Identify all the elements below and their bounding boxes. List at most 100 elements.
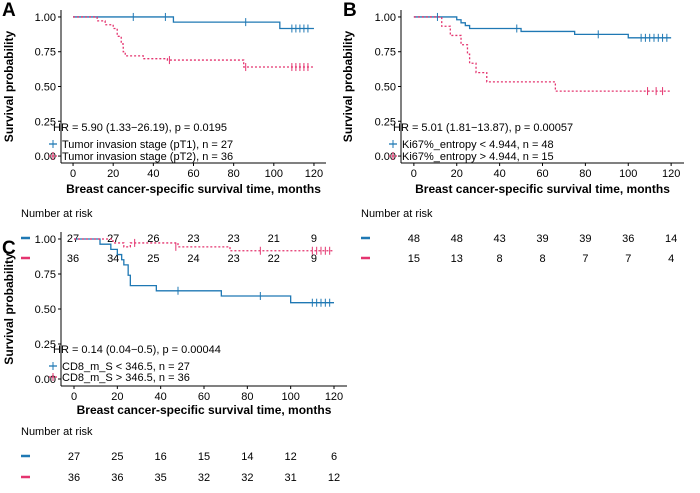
risk-table-title: Number at risk: [21, 208, 93, 220]
y-tick-label: 0.25: [35, 116, 56, 128]
y-tick-label: 0.25: [35, 339, 56, 351]
risk-count: 34: [107, 253, 119, 265]
risk-count: 15: [408, 253, 420, 265]
legend-label: Ki67%_entropy > 4.944, n = 15: [402, 151, 554, 163]
risk-table-title: Number at risk: [361, 208, 433, 220]
y-tick-label: 0.50: [35, 82, 56, 94]
x-tick-label: 120: [325, 391, 343, 403]
x-tick-label: 0: [71, 391, 77, 403]
y-tick-label: 0.00: [375, 151, 396, 163]
panel-label: C: [2, 238, 16, 259]
risk-count: 36: [67, 253, 79, 265]
panel-b: B 0.00 0.25 0.50 0.75 1.00 0 20 40 60 80 100 120 Surv…: [341, 0, 684, 265]
x-tick-label: 100: [281, 391, 299, 403]
x-tick-label: 120: [662, 168, 680, 180]
survival-curve-2: [74, 238, 334, 252]
y-axis-title: Survival probability: [341, 30, 355, 142]
legend-label: CD8_m_S > 346.5, n = 36: [62, 372, 190, 384]
survival-curve-1: [73, 16, 314, 30]
x-tick-label: 40: [493, 168, 505, 180]
y-tick-label: 0.75: [35, 269, 56, 281]
y-axis-title: Survival probability: [2, 253, 16, 365]
legend-label: Tumor invasion stage (pT2), n = 36: [62, 151, 233, 163]
panel-c: C0.000.250.500.751.000 20 40 60 80 100 120Surv…: [2, 232, 347, 484]
x-tick-label: 20: [111, 391, 123, 403]
risk-count: 6: [331, 451, 337, 463]
panel-label: B: [343, 0, 357, 21]
risk-count: 9: [311, 253, 317, 265]
y-tick-label: 1.00: [35, 12, 56, 24]
y-tick-label: 1.00: [375, 12, 396, 24]
risk-count: 31: [285, 472, 297, 484]
survival-curve-2: [73, 16, 314, 68]
x-tick-label: 0: [411, 168, 417, 180]
risk-count: 7: [625, 253, 631, 265]
y-tick-label: 0.75: [35, 47, 56, 59]
risk-count: 15: [198, 451, 210, 463]
risk-count: 25: [147, 253, 159, 265]
risk-count: 7: [582, 253, 588, 265]
y-tick-label: 0.25: [375, 116, 396, 128]
y-axis-title: Survival probability: [2, 30, 16, 142]
x-tick-label: 60: [536, 168, 548, 180]
risk-count: 43: [493, 233, 505, 245]
hazard-ratio-annotation: HR = 0.14 (0.04−0.5), p = 0.00044: [53, 344, 221, 356]
risk-count: 8: [497, 253, 503, 265]
risk-count: 9: [311, 233, 317, 245]
risk-count: 8: [539, 253, 545, 265]
survival-curve-1: [74, 238, 334, 304]
panel-a: A 0.00 0.25 0.50 0.75 1.00 0 20 40 60 80 100 120 Surv…: [2, 0, 326, 265]
legend-label: Ki67%_entropy < 4.944, n = 48: [402, 139, 554, 151]
risk-count: 23: [187, 233, 199, 245]
risk-count: 27: [107, 233, 119, 245]
legend-label: Tumor invasion stage (pT1), n = 27: [62, 139, 233, 151]
risk-count: 14: [241, 451, 253, 463]
risk-count: 39: [536, 233, 548, 245]
risk-count: 13: [451, 253, 463, 265]
risk-count: 32: [241, 472, 253, 484]
x-axis-title: Breast cancer-specific survival time, mo…: [415, 182, 670, 196]
risk-count: 27: [68, 451, 80, 463]
x-tick-label: 40: [147, 168, 159, 180]
hazard-ratio-annotation: HR = 5.01 (1.81−13.87), p = 0.00057: [393, 122, 573, 134]
risk-count: 22: [268, 253, 280, 265]
risk-count: 48: [451, 233, 463, 245]
x-tick-label: 20: [107, 168, 119, 180]
x-tick-label: 120: [305, 168, 323, 180]
risk-count: 21: [268, 233, 280, 245]
x-tick-label: 100: [619, 168, 637, 180]
risk-count: 39: [579, 233, 591, 245]
x-axis-title: Breast cancer-specific survival time, mo…: [77, 403, 332, 417]
x-tick-label: 80: [579, 168, 591, 180]
x-tick-label: 60: [198, 391, 210, 403]
y-tick-label: 1.00: [35, 234, 56, 246]
y-tick-label: 0.50: [375, 82, 396, 94]
risk-count: 16: [155, 451, 167, 463]
risk-count: 26: [147, 233, 159, 245]
risk-count: 36: [622, 233, 634, 245]
legend-label: CD8_m_S < 346.5, n = 27: [62, 361, 190, 373]
x-tick-label: 80: [228, 168, 240, 180]
risk-count: 27: [67, 233, 79, 245]
risk-count: 35: [155, 472, 167, 484]
risk-count: 48: [408, 233, 420, 245]
y-tick-label: 0.00: [35, 151, 56, 163]
risk-count: 36: [111, 472, 123, 484]
survival-curve-2: [413, 16, 672, 92]
risk-count: 12: [285, 451, 297, 463]
hazard-ratio-annotation: HR = 5.90 (1.33−26.19), p = 0.0195: [53, 122, 227, 134]
panel-label: A: [2, 0, 16, 21]
risk-count: 24: [187, 253, 199, 265]
x-tick-label: 20: [451, 168, 463, 180]
x-tick-label: 80: [241, 391, 253, 403]
risk-count: 25: [111, 451, 123, 463]
y-tick-label: 0.75: [375, 47, 396, 59]
x-tick-label: 40: [155, 391, 167, 403]
risk-count: 12: [328, 472, 340, 484]
y-tick-label: 0.50: [35, 304, 56, 316]
x-tick-label: 100: [265, 168, 283, 180]
risk-table-title: Number at risk: [21, 426, 93, 438]
x-tick-label: 0: [70, 168, 76, 180]
risk-count: 23: [228, 233, 240, 245]
